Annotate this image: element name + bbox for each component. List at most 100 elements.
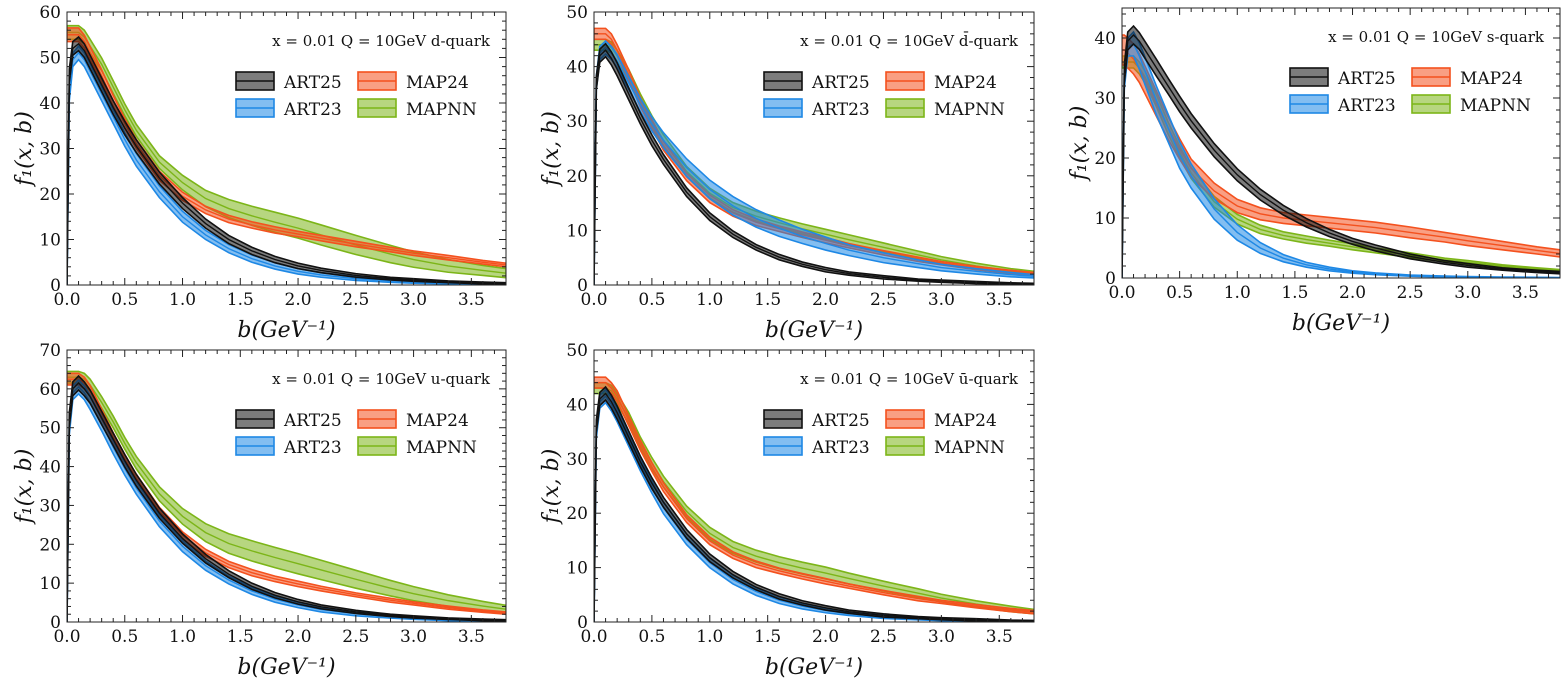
chart-panel-5: 0.0 0.5 1.0 1.5 2.0 2.5 3.0 3.5 0 10 20 30 40 50 b(GeV…	[539, 341, 1035, 680]
series-line-art25	[594, 49, 1034, 285]
x-tick-label: 3.5	[986, 627, 1013, 647]
x-axis-label: b(GeV⁻¹)	[1292, 311, 1390, 336]
chart-panel-1: 0.0 0.5 1.0 1.5 2.0 2.5 3.0 3.5 0 10 20 30 40 50 60 b(G…	[12, 3, 507, 343]
x-tick-label: 3.0	[400, 627, 427, 647]
plot-area	[67, 24, 506, 285]
legend-item-mapnn: MAPNN	[357, 98, 477, 120]
kinematics-label: x = 0.01 Q = 10GeV u-quark	[272, 370, 491, 388]
y-tick-label: 0	[577, 613, 588, 633]
series-line-art25	[67, 42, 506, 285]
x-tick-label: 3.0	[928, 290, 955, 310]
legend-item-art23: ART23	[763, 436, 870, 458]
y-axis-label: f₁(x, b)	[1067, 106, 1092, 183]
kinematics-label: x = 0.01 Q = 10GeV s-quark	[1328, 28, 1545, 46]
y-axis-label: f₁(x, b)	[539, 449, 564, 526]
y-tick-label: 20	[1094, 149, 1116, 169]
series-line-map24	[67, 34, 506, 266]
y-tick-label: 10	[39, 231, 61, 251]
x-axis-label: b(GeV⁻¹)	[765, 318, 863, 343]
legend-item-map24: MAP24	[357, 71, 469, 93]
x-tick-label: 0.5	[638, 290, 665, 310]
legend-label: ART25	[283, 411, 342, 431]
y-axis-label: f₁(x, b)	[539, 111, 564, 188]
y-tick-label: 30	[39, 496, 61, 516]
legend-item-art25: ART25	[235, 71, 342, 93]
x-tick-label: 2.0	[812, 627, 839, 647]
x-axis-label: b(GeV⁻¹)	[237, 318, 335, 343]
legend-item-art25: ART25	[763, 409, 870, 431]
y-tick-label: 40	[566, 395, 588, 415]
x-tick-label: 1.0	[169, 290, 196, 310]
y-axis-label: f₁(x, b)	[12, 449, 37, 526]
legend-label: ART25	[1337, 69, 1396, 89]
band-map24	[67, 372, 506, 616]
legend-label: ART23	[811, 438, 870, 458]
x-axis-label: b(GeV⁻¹)	[237, 655, 335, 680]
y-tick-label: 40	[39, 94, 61, 114]
series-line-art23	[67, 51, 506, 285]
band-art25	[67, 35, 506, 285]
legend-item-map24: MAP24	[1411, 67, 1523, 89]
kinematics-label: x = 0.01 Q = 10GeV ū-quark	[800, 370, 1019, 388]
y-tick-label: 10	[566, 221, 588, 241]
legend-item-art23: ART23	[1289, 94, 1396, 116]
x-tick-label: 2.5	[342, 290, 369, 310]
y-tick-label: 0	[577, 276, 588, 296]
legend-item-mapnn: MAPNN	[1411, 94, 1531, 116]
legend-item-mapnn: MAPNN	[357, 436, 477, 458]
legend-label: MAPNN	[934, 100, 1005, 120]
x-tick-label: 0.5	[111, 627, 138, 647]
band-map24	[594, 376, 1034, 615]
y-tick-label: 60	[39, 3, 61, 23]
x-tick-label: 1.5	[754, 290, 781, 310]
x-tick-label: 3.0	[928, 627, 955, 647]
x-tick-label: 0.5	[111, 290, 138, 310]
x-tick-label: 1.0	[696, 290, 723, 310]
x-tick-label: 3.5	[986, 290, 1013, 310]
y-tick-label: 10	[1094, 209, 1116, 229]
x-tick-label: 3.0	[1454, 283, 1481, 303]
band-mapnn	[67, 370, 506, 614]
x-tick-label: 2.0	[285, 627, 312, 647]
y-tick-label: 50	[566, 341, 588, 361]
x-tick-label: 0.0	[1108, 283, 1135, 303]
y-tick-label: 50	[566, 3, 588, 23]
legend-label: MAPNN	[1460, 96, 1531, 116]
x-tick-label: 1.5	[227, 290, 254, 310]
legend-item-art25: ART25	[235, 409, 342, 431]
band-art25	[594, 385, 1034, 622]
x-tick-label: 2.5	[870, 290, 897, 310]
x-tick-label: 0.5	[638, 627, 665, 647]
kinematics-label: x = 0.01 Q = 10GeV d-quark	[272, 32, 491, 50]
band-art25	[594, 42, 1034, 285]
legend-item-map24: MAP24	[885, 71, 997, 93]
legend-label: MAP24	[1460, 69, 1523, 89]
y-tick-label: 50	[39, 49, 61, 69]
series-line-art25	[594, 392, 1034, 622]
y-tick-label: 40	[39, 458, 61, 478]
legend-item-map24: MAP24	[885, 409, 997, 431]
plot-area	[594, 27, 1034, 285]
series-line-art25	[67, 382, 506, 622]
legend-item-mapnn: MAPNN	[885, 98, 1005, 120]
legend-label: ART23	[283, 438, 342, 458]
legend-label: MAP24	[406, 411, 469, 431]
legend-label: MAP24	[934, 411, 997, 431]
x-tick-label: 3.5	[1512, 283, 1539, 303]
legend-label: ART25	[811, 73, 870, 93]
legend-item-art23: ART23	[763, 98, 870, 120]
legend-label: ART25	[811, 411, 870, 431]
legend-item-mapnn: MAPNN	[885, 436, 1005, 458]
legend-label: MAPNN	[406, 438, 477, 458]
legend-label: ART23	[1337, 96, 1396, 116]
y-tick-label: 30	[566, 450, 588, 470]
y-tick-label: 10	[39, 574, 61, 594]
x-tick-label: 3.0	[400, 290, 427, 310]
y-tick-label: 20	[39, 535, 61, 555]
y-tick-label: 30	[566, 112, 588, 132]
x-tick-label: 0.5	[1166, 283, 1193, 303]
series-line-map24	[594, 381, 1034, 613]
legend-label: ART25	[283, 73, 342, 93]
x-tick-label: 0.0	[53, 627, 80, 647]
